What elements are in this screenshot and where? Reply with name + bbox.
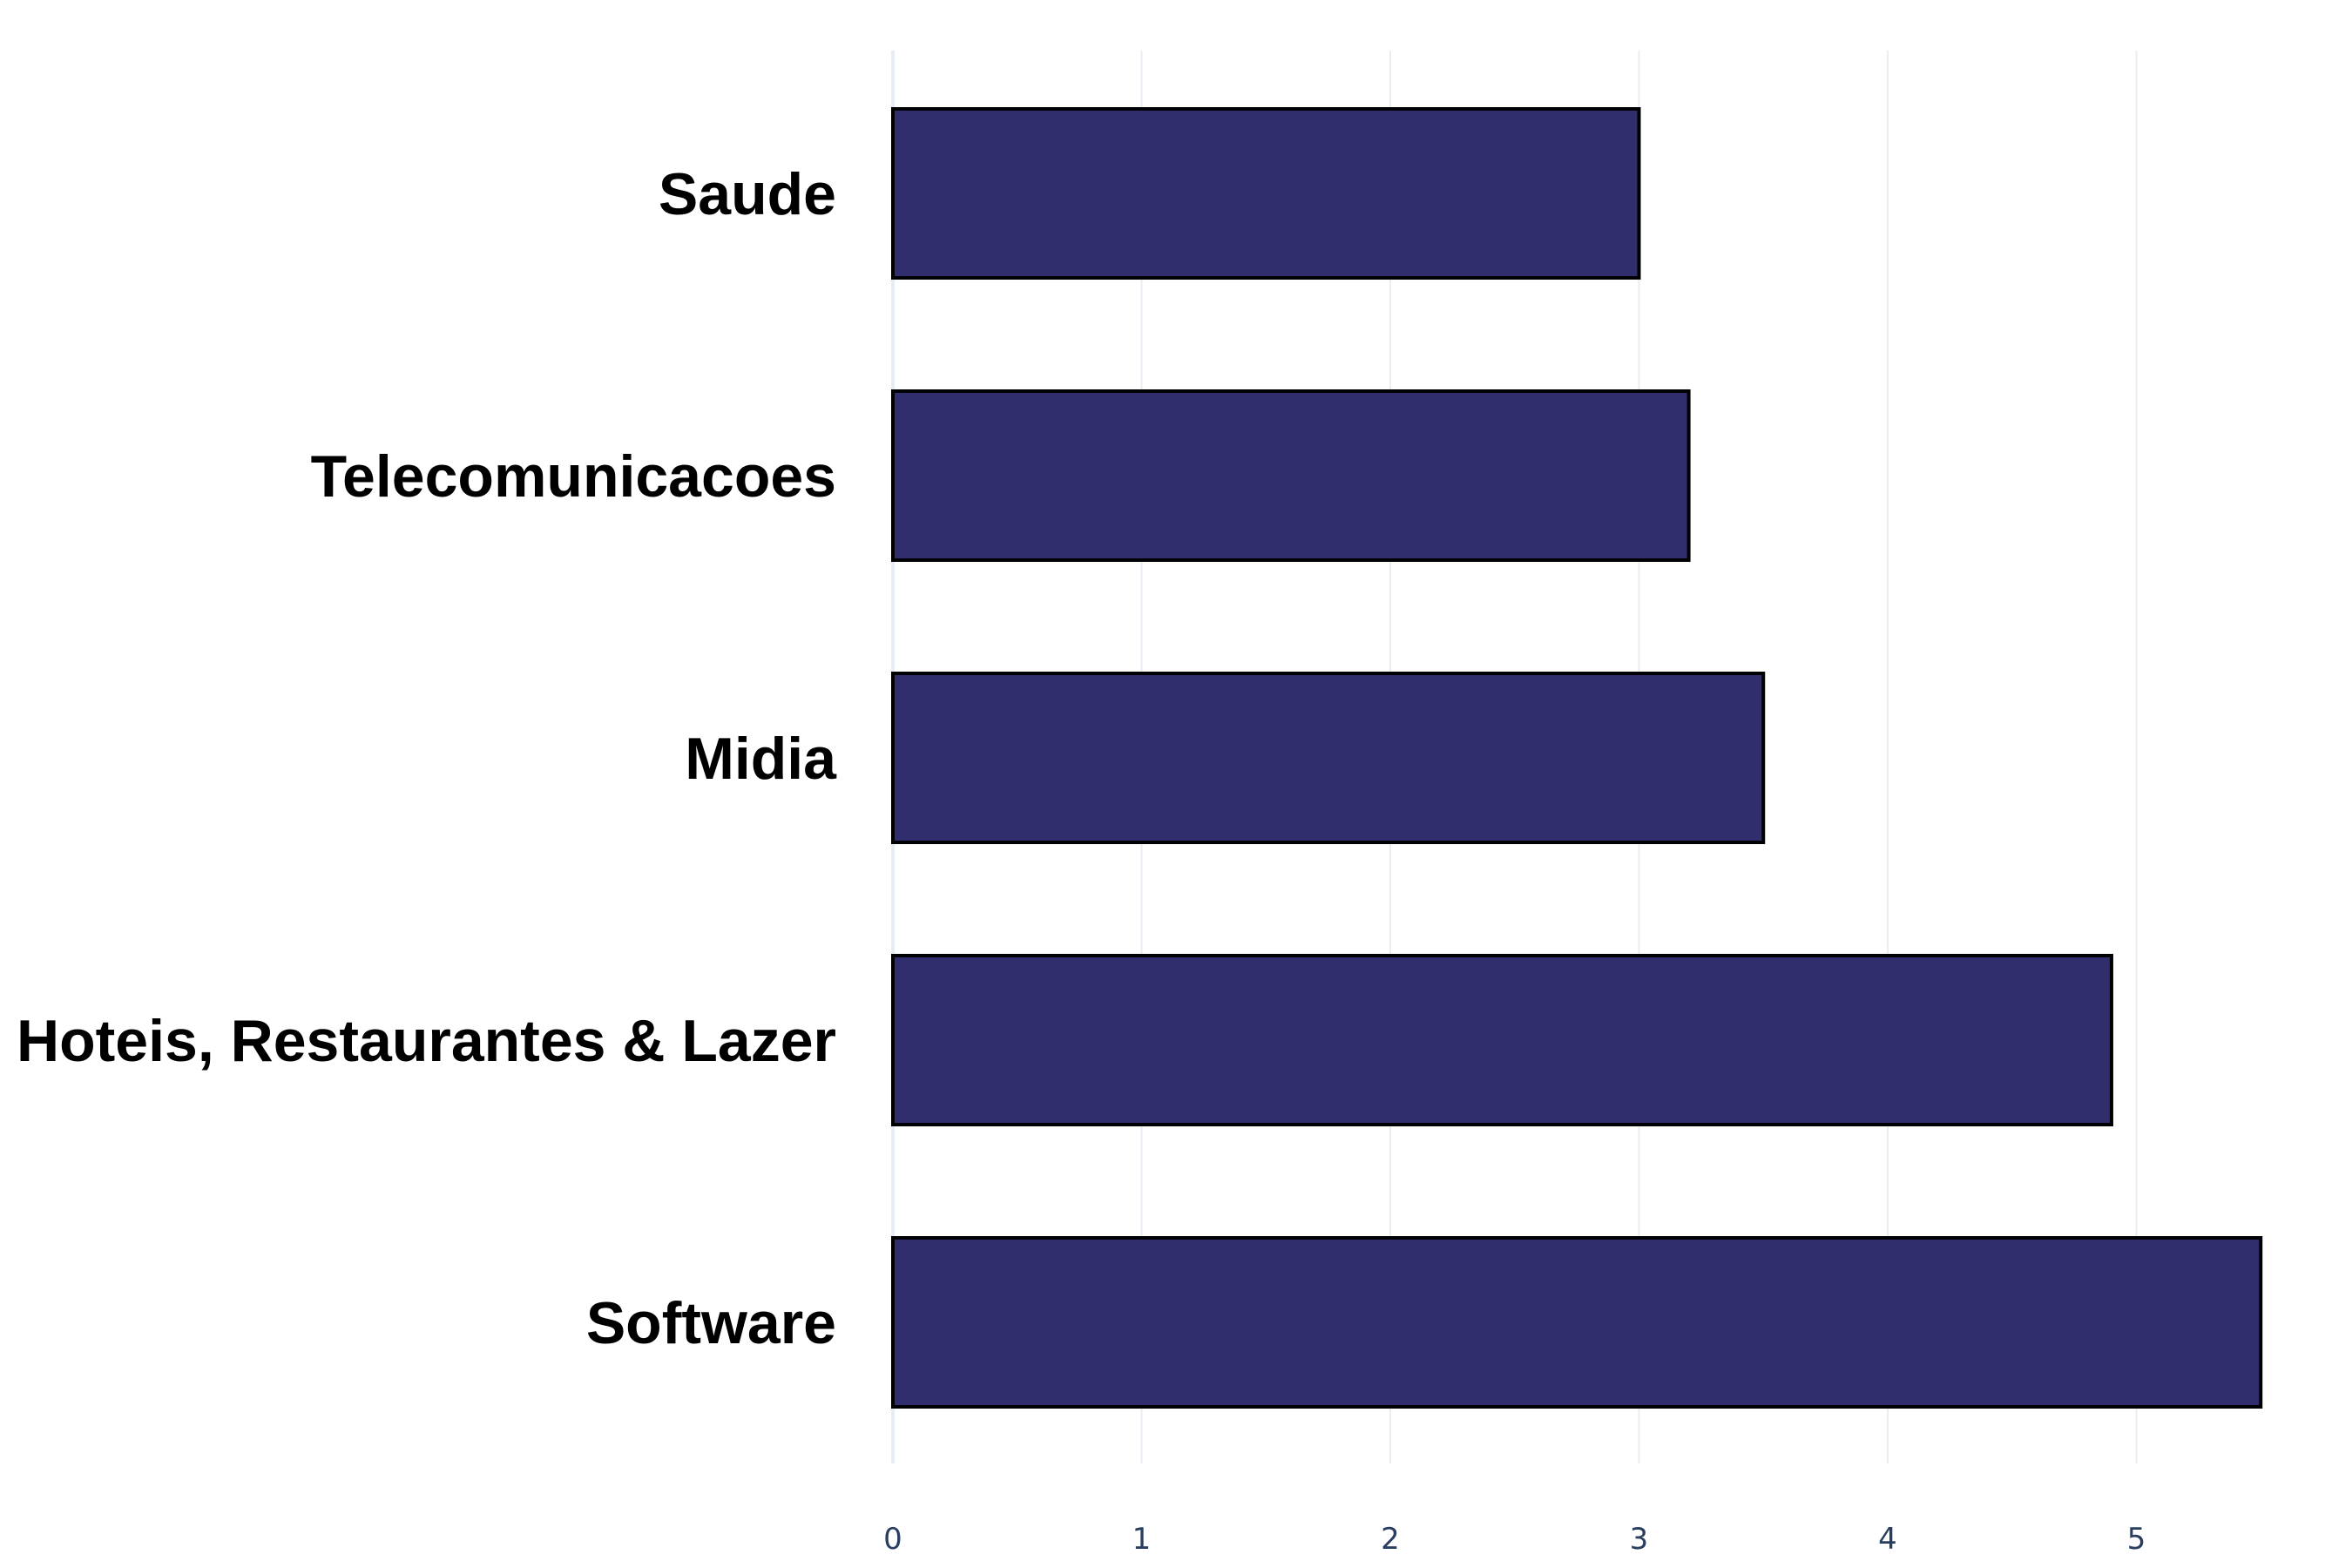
- category-label: Software: [586, 1290, 836, 1356]
- bar-3[interactable]: [891, 954, 2113, 1126]
- x-tick-label: 3: [1630, 1522, 1649, 1557]
- bar-4[interactable]: [891, 1236, 2263, 1409]
- bars: [891, 107, 2263, 1409]
- category-labels: Saude Telecomunicacoes Midia Hoteis, Restau…: [17, 161, 837, 1356]
- bar-0[interactable]: [891, 107, 1641, 280]
- x-tick-labels: 0 1 2 3 4 5: [883, 1522, 2146, 1557]
- x-tick-label: 1: [1132, 1522, 1152, 1557]
- category-label: Hoteis, Restaurantes & Lazer: [17, 1008, 836, 1074]
- category-label: Telecomunicacoes: [311, 443, 836, 510]
- bar-2[interactable]: [891, 672, 1766, 844]
- x-tick-label: 5: [2127, 1522, 2146, 1557]
- category-label: Midia: [685, 726, 837, 792]
- x-tick-label: 0: [883, 1522, 902, 1557]
- x-tick-label: 2: [1381, 1522, 1400, 1557]
- category-label: Saude: [659, 161, 836, 227]
- bar-1[interactable]: [891, 389, 1691, 562]
- x-tick-label: 4: [1878, 1522, 1897, 1557]
